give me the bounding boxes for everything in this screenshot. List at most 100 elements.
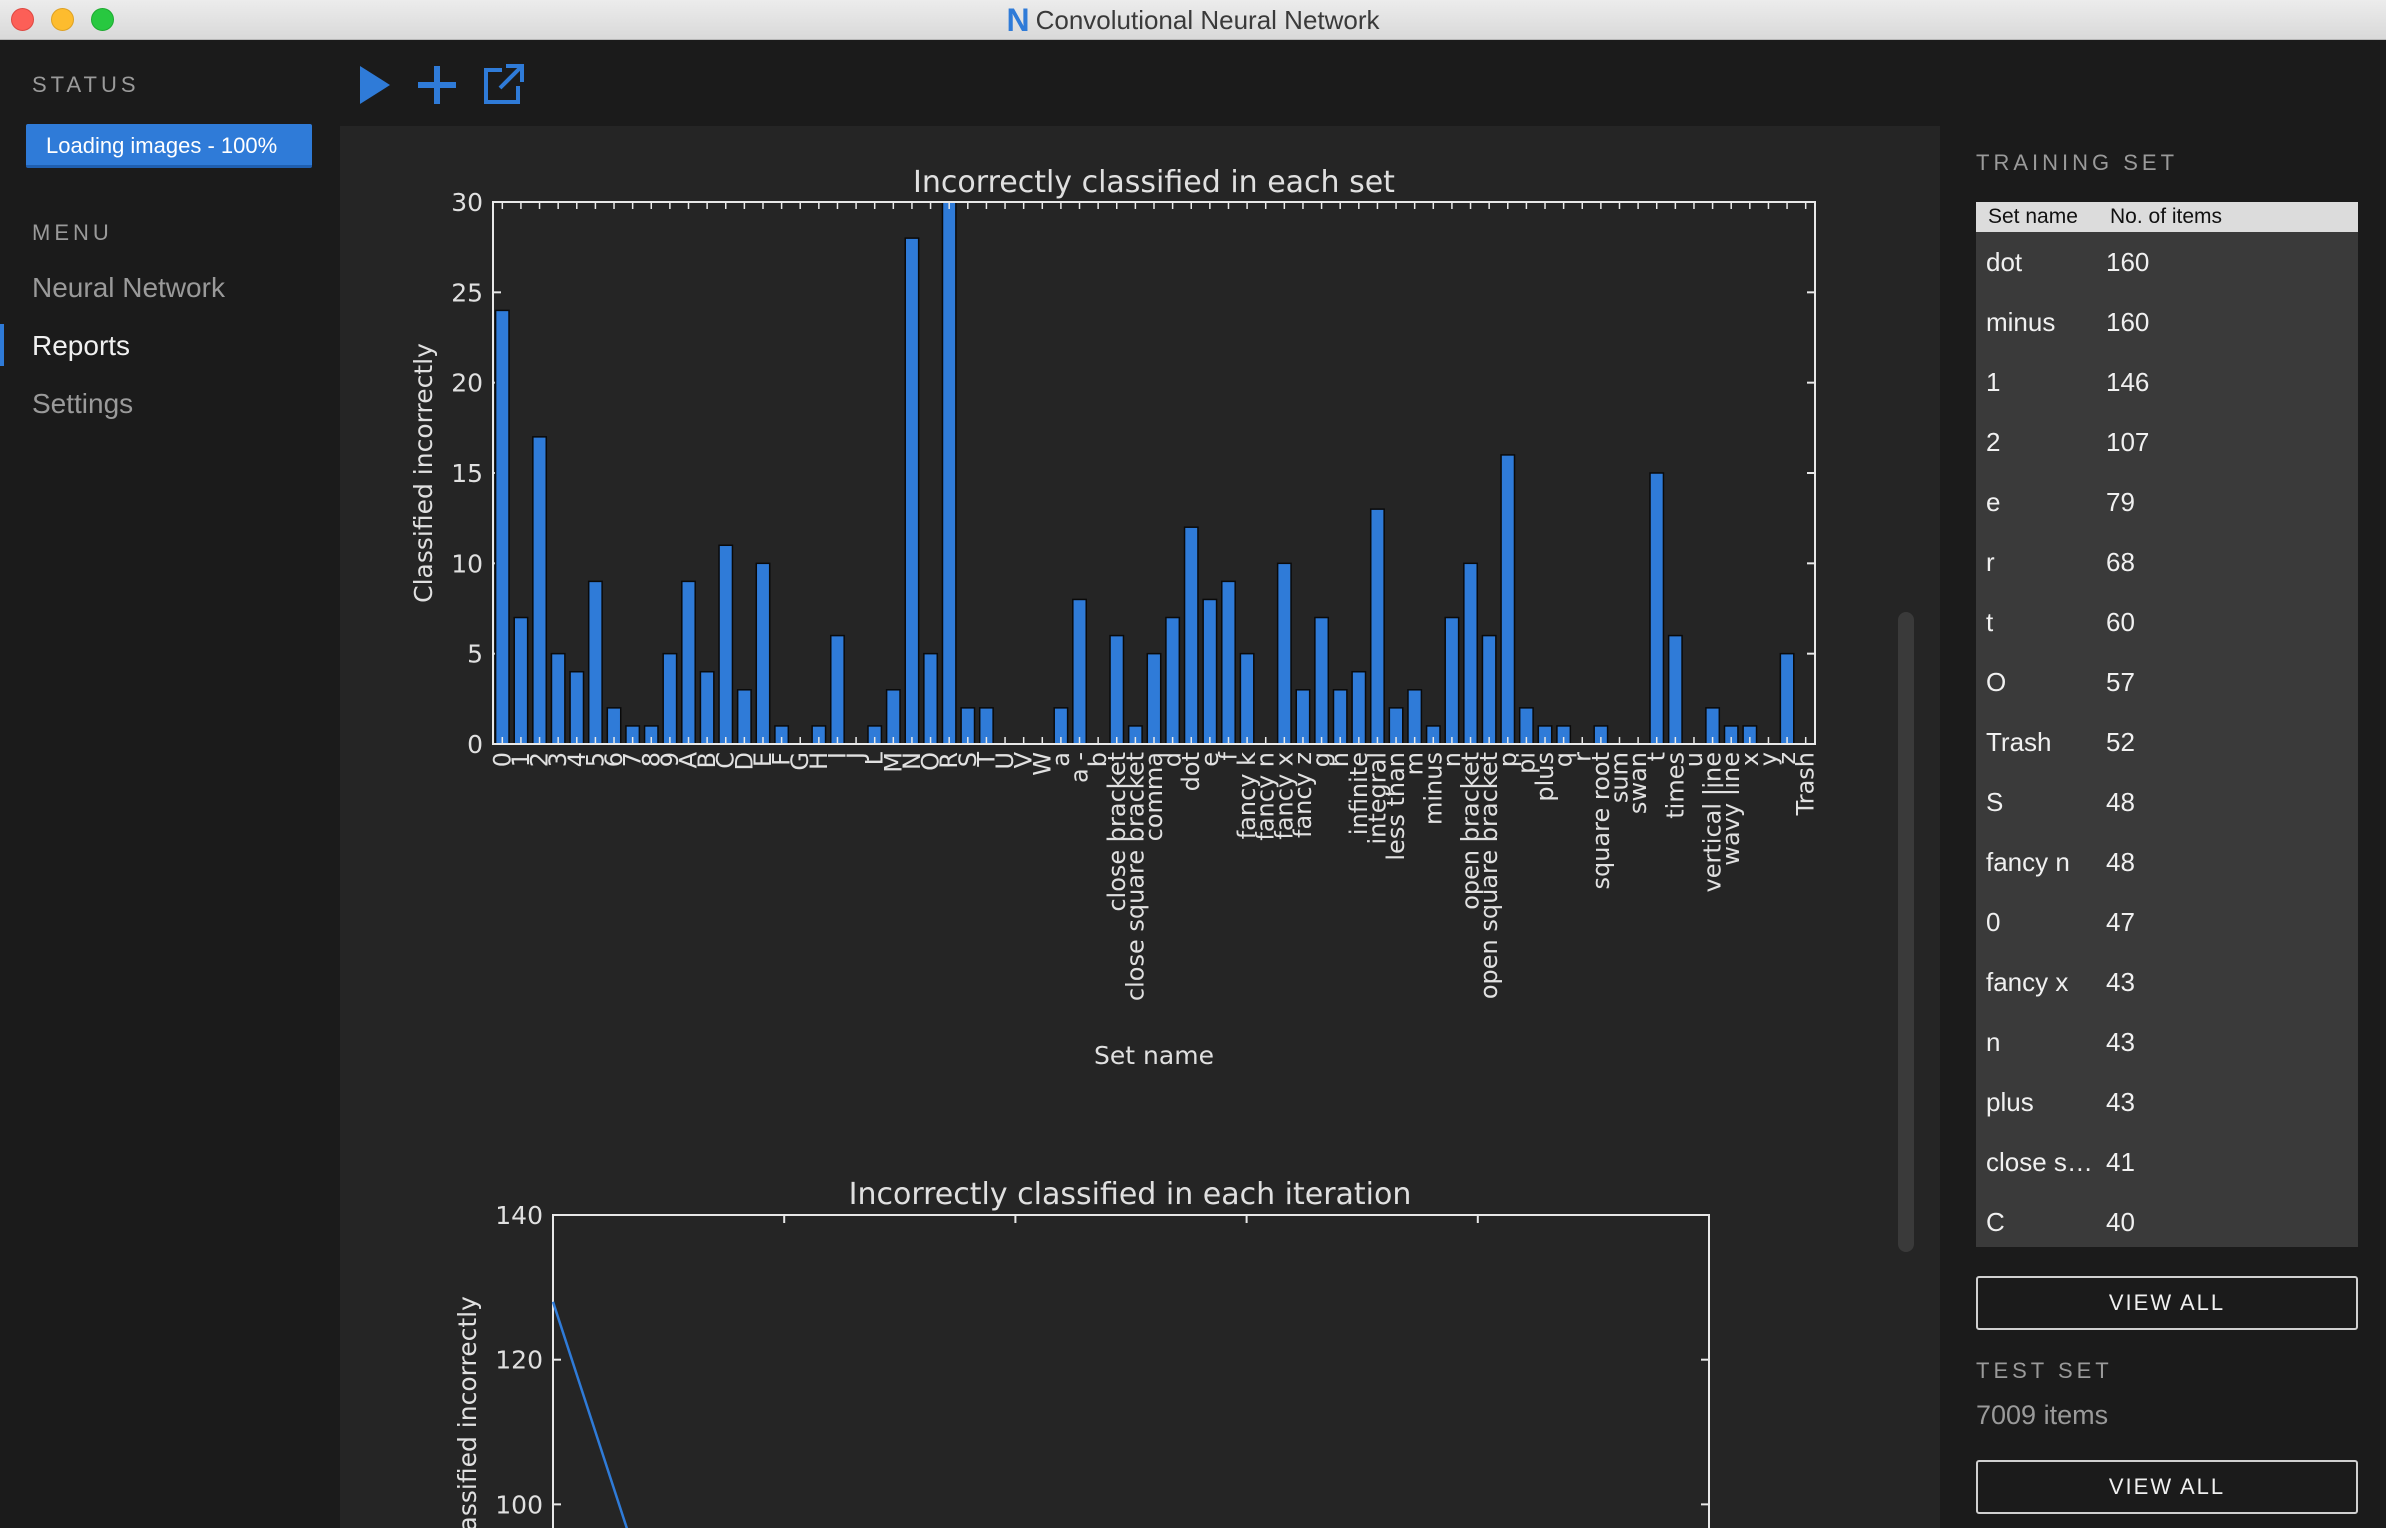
x-tick-label: g xyxy=(1308,752,1336,767)
item-count-cell: 160 xyxy=(2106,307,2150,337)
y-tick-label: 20 xyxy=(451,369,483,398)
line-chart-title: Incorrectly classified in each iteration xyxy=(849,1177,1412,1212)
x-tick-label: close square bracket xyxy=(1121,752,1149,1001)
window-titlebar: N Convolutional Neural Network xyxy=(0,0,2386,40)
item-count-cell: 68 xyxy=(2106,547,2135,577)
bar xyxy=(513,616,529,745)
y-tick-label: 140 xyxy=(495,1201,543,1230)
x-tick-label: D xyxy=(730,752,758,770)
item-count-cell: 79 xyxy=(2106,487,2135,517)
bar xyxy=(923,652,939,745)
x-tick-label: e xyxy=(1196,752,1224,767)
table-row[interactable]: O 57 xyxy=(1976,652,2358,712)
set-name-cell: minus xyxy=(1986,307,2056,337)
status-section-label: STATUS xyxy=(32,72,140,97)
item-count-cell: 41 xyxy=(2106,1147,2135,1177)
status-badge: Loading images - 100% xyxy=(26,124,312,168)
y-tick-label: 120 xyxy=(495,1346,543,1375)
app-logo-icon: N xyxy=(1006,2,1030,38)
table-row[interactable]: plus 43 xyxy=(1976,1072,2358,1132)
window-maximize-button[interactable] xyxy=(91,8,114,31)
line-chart-y-label: Classified incorrectly xyxy=(453,1296,482,1528)
x-tick-label: integral xyxy=(1363,752,1391,845)
x-tick-label: infinite xyxy=(1345,752,1373,835)
item-count-cell: 52 xyxy=(2106,727,2135,757)
sidebar-item-neural-network[interactable]: Neural Network xyxy=(32,272,225,303)
bar xyxy=(587,580,603,745)
external-link-icon[interactable] xyxy=(480,62,526,108)
table-row[interactable]: r 68 xyxy=(1976,532,2358,592)
table-row[interactable]: Trash 52 xyxy=(1976,712,2358,772)
set-name-cell: dot xyxy=(1986,247,2023,277)
training-set-table: Set name No. of items dot 160 minus 160 1 146… xyxy=(1976,202,2358,1247)
table-row[interactable]: 0 47 xyxy=(1976,892,2358,952)
table-row[interactable]: dot 160 xyxy=(1976,232,2358,292)
training-view-all-button[interactable]: VIEW ALL xyxy=(1976,1276,2358,1330)
line-chart-series xyxy=(551,1301,629,1528)
active-menu-indicator xyxy=(0,324,4,366)
x-tick-label: 1 xyxy=(507,752,535,767)
set-name-cell: fancy x xyxy=(1986,967,2069,997)
bar xyxy=(1407,689,1423,745)
test-view-all-button[interactable]: VIEW ALL xyxy=(1976,1460,2358,1514)
table-row[interactable]: fancy x 43 xyxy=(1976,952,2358,1012)
x-tick-label: d xyxy=(1159,752,1187,767)
item-count-cell: 146 xyxy=(2106,367,2150,397)
table-row[interactable]: S 48 xyxy=(1976,772,2358,832)
table-row[interactable]: e 79 xyxy=(1976,472,2358,532)
main-scrollbar[interactable] xyxy=(1898,612,1914,1252)
training-set-table-body: dot 160 minus 160 1 146 2 107 e 79 r 68 t 60 O 57 Trash 5… xyxy=(1976,232,2358,1247)
bar xyxy=(532,436,548,745)
table-row[interactable]: 2 107 xyxy=(1976,412,2358,472)
bar xyxy=(755,562,771,745)
play-icon[interactable] xyxy=(350,62,396,108)
x-tick-label: S xyxy=(954,752,982,767)
table-row[interactable]: fancy n 48 xyxy=(1976,832,2358,892)
test-set-count: 7009 items xyxy=(1976,1400,2109,1430)
plus-icon[interactable] xyxy=(414,62,460,108)
y-tick-label: 0 xyxy=(467,730,483,759)
window-minimize-button[interactable] xyxy=(51,8,74,31)
sidebar-item-reports[interactable]: Reports xyxy=(32,330,131,361)
x-tick-label: fancy z xyxy=(1289,752,1317,838)
x-tick-label: 3 xyxy=(544,752,572,767)
x-tick-label: a xyxy=(1047,752,1075,767)
x-tick-label: A xyxy=(675,751,703,768)
item-count-cell: 60 xyxy=(2106,607,2135,637)
x-tick-label: L xyxy=(861,751,889,765)
y-tick-label: 10 xyxy=(451,549,483,578)
table-row[interactable]: close square bracket 41 xyxy=(1976,1132,2358,1192)
table-row[interactable]: C 40 xyxy=(1976,1192,2358,1247)
set-name-cell: r xyxy=(1986,547,1995,577)
table-row[interactable]: minus 160 xyxy=(1976,292,2358,352)
window-close-button[interactable] xyxy=(11,8,34,31)
x-tick-label: 0 xyxy=(488,752,516,767)
item-count-cell: 57 xyxy=(2106,667,2135,697)
x-tick-label: 2 xyxy=(526,752,554,767)
table-row[interactable]: 1 146 xyxy=(1976,352,2358,412)
bar-chart-y-label: Classified incorrectly xyxy=(409,343,438,603)
bar xyxy=(1109,634,1125,745)
sidebar: STATUS Loading images - 100% MENU Neural… xyxy=(0,40,340,1528)
training-set-label: TRAINING SET xyxy=(1976,150,2179,175)
set-name-cell: t xyxy=(1986,607,1994,637)
set-name-cell: fancy n xyxy=(1986,847,2070,877)
x-tick-label: V xyxy=(1010,751,1038,768)
x-tick-label: x xyxy=(1736,752,1764,766)
x-tick-label: N xyxy=(898,752,926,770)
window-title: N Convolutional Neural Network xyxy=(0,0,2386,40)
x-tick-label: plus xyxy=(1531,752,1559,802)
x-tick-label: 6 xyxy=(600,752,628,767)
x-tick-label: fancy k xyxy=(1233,752,1261,839)
x-tick-label: r xyxy=(1568,752,1596,762)
bar xyxy=(1202,598,1218,745)
y-tick-label: 15 xyxy=(451,459,483,488)
sidebar-item-settings[interactable]: Settings xyxy=(32,388,134,419)
x-tick-label: H xyxy=(805,752,833,770)
x-tick-label: open square bracket xyxy=(1475,752,1503,999)
table-row[interactable]: t 60 xyxy=(1976,592,2358,652)
x-tick-label: b xyxy=(1084,752,1112,767)
x-tick-label: 4 xyxy=(563,752,591,767)
table-row[interactable]: n 43 xyxy=(1976,1012,2358,1072)
